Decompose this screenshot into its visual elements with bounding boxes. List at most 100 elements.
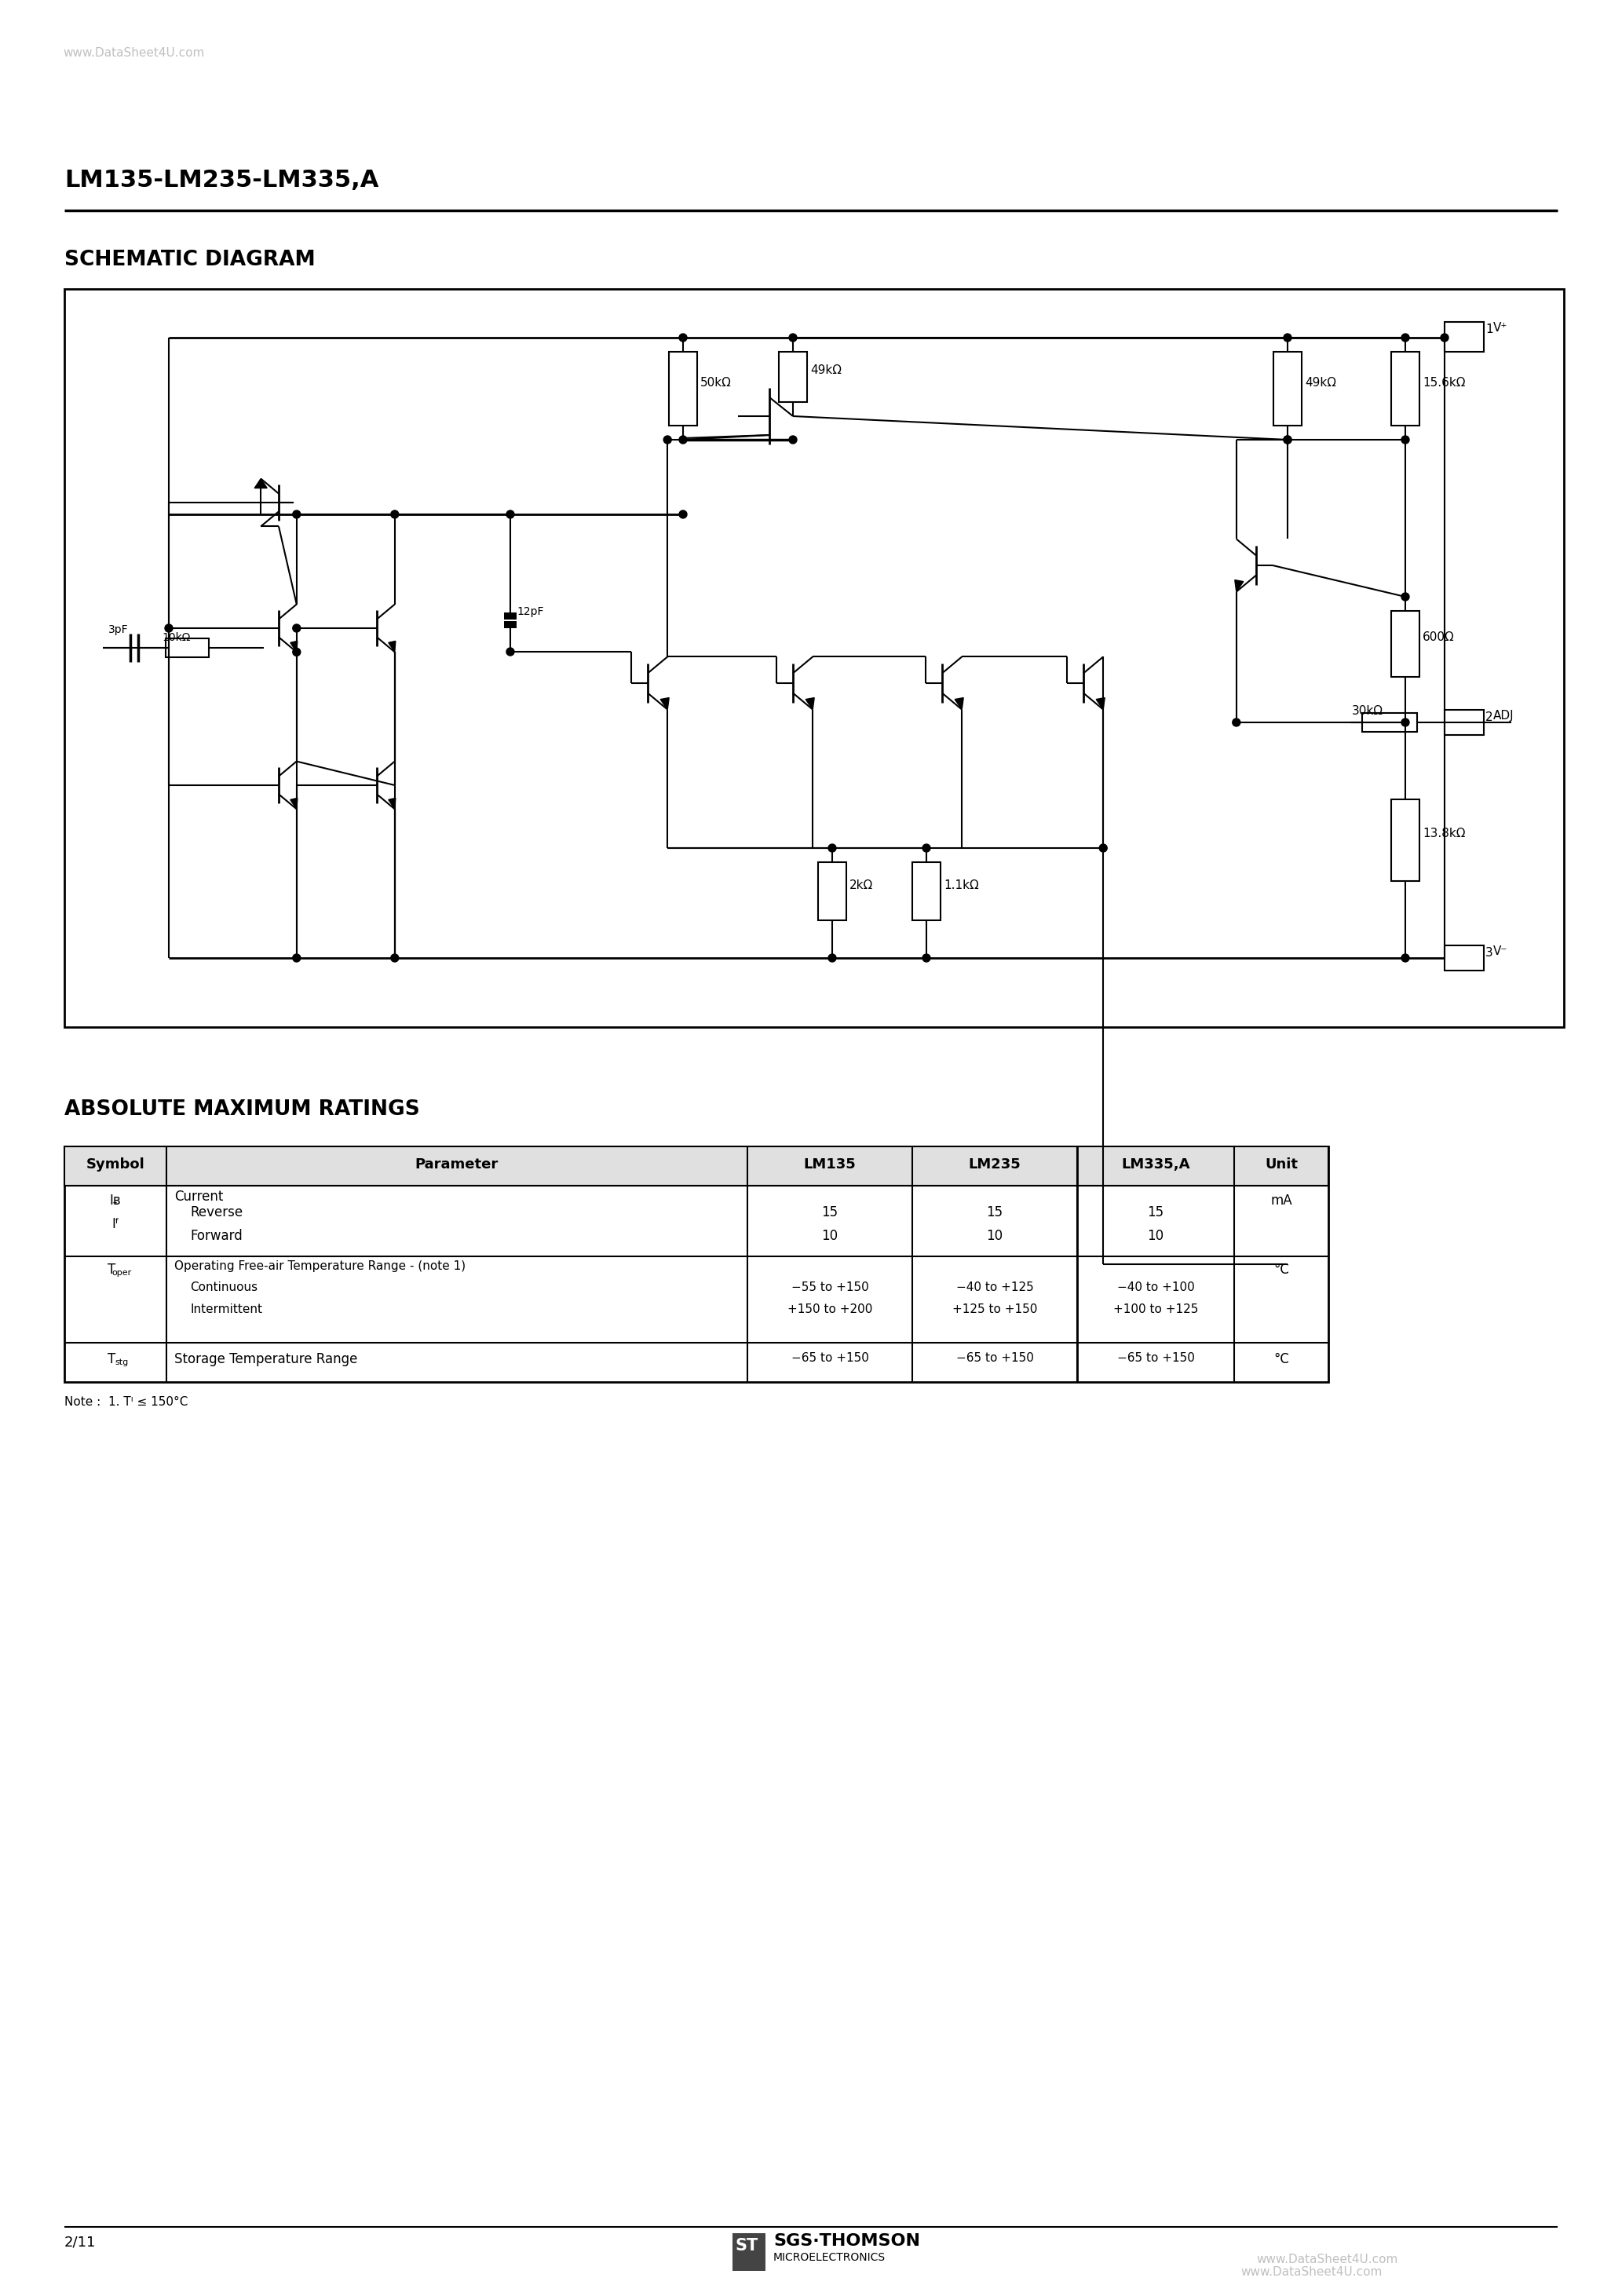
Text: 15: 15 [822, 1205, 839, 1219]
Circle shape [1440, 333, 1448, 342]
Circle shape [165, 625, 172, 631]
Circle shape [1401, 955, 1410, 962]
Circle shape [923, 955, 931, 962]
Text: LM135: LM135 [803, 1157, 856, 1171]
Bar [912, 863, 941, 921]
Circle shape [1100, 845, 1108, 852]
Text: Iᶠ: Iᶠ [112, 1217, 120, 1231]
Text: Symbol: Symbol [86, 1157, 144, 1171]
Circle shape [391, 510, 399, 519]
Text: 15.6kΩ: 15.6kΩ [1422, 377, 1465, 388]
Text: +125 to +150: +125 to +150 [952, 1304, 1036, 1316]
Text: 3pF: 3pF [109, 625, 128, 636]
Bar [504, 613, 516, 620]
Bar [817, 863, 847, 921]
Text: 15: 15 [1147, 1205, 1165, 1219]
Bar [1392, 351, 1419, 425]
Text: 12pF: 12pF [516, 606, 543, 618]
Text: Storage Temperature Range: Storage Temperature Range [174, 1352, 357, 1366]
Circle shape [1401, 436, 1410, 443]
Polygon shape [806, 698, 814, 709]
Bar [1392, 799, 1419, 882]
Text: 50kΩ: 50kΩ [701, 377, 732, 388]
Text: ABSOLUTE MAXIMUM RATINGS: ABSOLUTE MAXIMUM RATINGS [65, 1100, 420, 1120]
Text: T: T [107, 1263, 115, 1277]
Polygon shape [290, 641, 297, 652]
Text: Operating Free-air Temperature Range - (note 1): Operating Free-air Temperature Range - (… [174, 1261, 466, 1272]
Polygon shape [388, 641, 396, 652]
Circle shape [1401, 719, 1410, 726]
Circle shape [1283, 436, 1291, 443]
Text: LM235: LM235 [968, 1157, 1020, 1171]
Bar [1392, 611, 1419, 677]
Polygon shape [255, 478, 268, 489]
Bar [1362, 714, 1418, 732]
Text: SCHEMATIC DIAGRAM: SCHEMATIC DIAGRAM [65, 250, 315, 271]
Text: Parameter: Parameter [415, 1157, 498, 1171]
Text: 10: 10 [1147, 1228, 1165, 1242]
Bar [1445, 321, 1484, 351]
Circle shape [1283, 333, 1291, 342]
Text: −55 to +150: −55 to +150 [792, 1281, 869, 1293]
Circle shape [1401, 333, 1410, 342]
Text: −40 to +100: −40 to +100 [1118, 1281, 1194, 1293]
Text: V⁺: V⁺ [1494, 321, 1508, 333]
Circle shape [391, 955, 399, 962]
Bar [65, 1146, 1328, 1185]
Bar [668, 351, 697, 425]
Circle shape [788, 436, 796, 443]
Text: Intermittent: Intermittent [190, 1304, 263, 1316]
Circle shape [506, 647, 514, 657]
Text: −40 to +125: −40 to +125 [955, 1281, 1033, 1293]
Text: T: T [107, 1352, 115, 1366]
Text: −65 to +150: −65 to +150 [792, 1352, 869, 1364]
Circle shape [1233, 719, 1241, 726]
Text: 600Ω: 600Ω [1422, 631, 1455, 643]
Bar [65, 1146, 1328, 1185]
Text: −65 to +150: −65 to +150 [955, 1352, 1033, 1364]
Text: 2kΩ: 2kΩ [850, 879, 873, 891]
Text: mA: mA [1270, 1194, 1293, 1208]
Text: oper: oper [112, 1270, 131, 1277]
Bar [1445, 946, 1484, 971]
Polygon shape [1096, 698, 1105, 709]
Text: 3: 3 [1486, 946, 1492, 960]
Text: +150 to +200: +150 to +200 [787, 1304, 873, 1316]
Text: stg: stg [115, 1359, 128, 1366]
Text: LM135-LM235-LM335,A: LM135-LM235-LM335,A [65, 170, 378, 191]
Circle shape [680, 333, 688, 342]
Text: 10: 10 [986, 1228, 1002, 1242]
Text: 13.8kΩ: 13.8kΩ [1422, 829, 1465, 840]
Circle shape [680, 436, 688, 443]
Text: 49kΩ: 49kΩ [811, 365, 842, 377]
Circle shape [788, 333, 796, 342]
Text: LM335,A: LM335,A [1121, 1157, 1191, 1171]
Bar [733, 2234, 766, 2271]
Text: Unit: Unit [1265, 1157, 1298, 1171]
Text: www.DataSheet4U.com: www.DataSheet4U.com [1241, 2266, 1382, 2278]
Text: ADJ: ADJ [1494, 709, 1515, 721]
Text: Forward: Forward [190, 1228, 242, 1242]
Text: °C: °C [1273, 1352, 1289, 1366]
Text: Continuous: Continuous [190, 1281, 258, 1293]
Text: 15: 15 [986, 1205, 1002, 1219]
Text: 30kΩ: 30kΩ [1351, 705, 1384, 716]
Text: 49kΩ: 49kΩ [1304, 377, 1337, 388]
Circle shape [829, 955, 835, 962]
Text: +100 to +125: +100 to +125 [1113, 1304, 1199, 1316]
Text: −65 to +150: −65 to +150 [1118, 1352, 1194, 1364]
Polygon shape [955, 698, 963, 709]
Circle shape [829, 845, 835, 852]
Text: SGS·THOMSON: SGS·THOMSON [774, 2234, 920, 2248]
Text: Iᴃ: Iᴃ [110, 1194, 122, 1208]
Circle shape [292, 625, 300, 631]
Circle shape [506, 510, 514, 519]
Text: °C: °C [1273, 1263, 1289, 1277]
Text: 10kΩ: 10kΩ [162, 631, 190, 643]
Text: www.DataSheet4U.com: www.DataSheet4U.com [1255, 2255, 1398, 2266]
Circle shape [1401, 592, 1410, 602]
Text: MICROELECTRONICS: MICROELECTRONICS [774, 2252, 886, 2264]
Circle shape [292, 955, 300, 962]
Bar [504, 622, 516, 629]
Bar [1273, 351, 1302, 425]
